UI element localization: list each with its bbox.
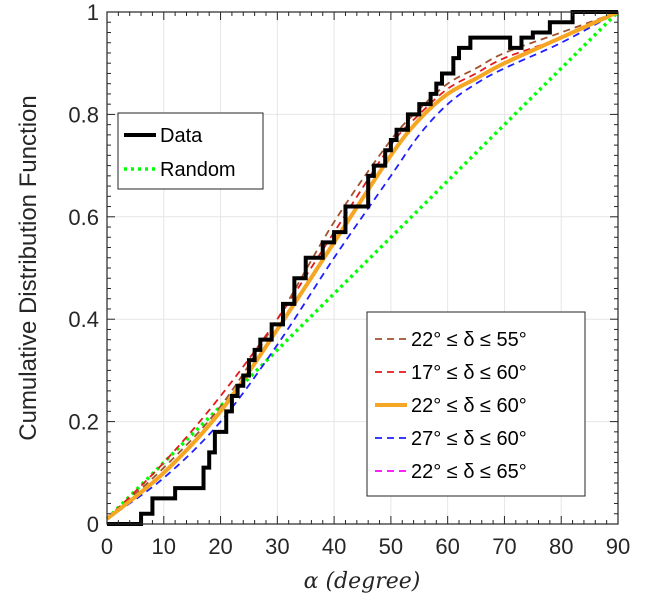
x-tick-label: 90 [606, 534, 630, 559]
x-tick-label: 0 [101, 534, 113, 559]
legend-right-label: 27° ≤ δ ≤ 60° [411, 428, 527, 450]
legend-left-label: Random [160, 159, 236, 181]
y-tick-label: 0.4 [68, 307, 99, 332]
legend-right: 22° ≤ δ ≤ 55° 17° ≤ δ ≤ 60° 22° ≤ δ ≤ 60° 2… [366, 311, 586, 497]
series-line-0 [107, 10, 618, 526]
legend-right-label: 22° ≤ δ ≤ 65° [411, 461, 527, 483]
x-tick-label: 30 [265, 534, 289, 559]
x-tick-label: 10 [152, 534, 176, 559]
y-tick-label: 0.2 [68, 410, 99, 435]
series-line-1 [105, 10, 620, 521]
tick-labels: 0 10 20 30 40 50 60 70 80 90 0 0.2 0.4 0.6 0.8 1 [68, 0, 630, 559]
series-layer [105, 10, 620, 526]
x-tick-label: 50 [379, 534, 403, 559]
x-tick-label: 40 [322, 534, 346, 559]
series-line-5 [106, 11, 619, 520]
y-axis-title: Cumulative Distribution Function [15, 95, 42, 440]
axes-box [106, 11, 619, 525]
axes-layer [106, 11, 619, 525]
y-tick-label: 0 [87, 512, 99, 537]
x-tick-label: 20 [208, 534, 232, 559]
legend-right-label: 22° ≤ δ ≤ 60° [411, 395, 527, 417]
legend-right-label: 17° ≤ δ ≤ 60° [411, 362, 527, 384]
x-axis-title: α (degree) [304, 569, 421, 594]
x-tick-label: 80 [549, 534, 573, 559]
x-tick-label: 60 [435, 534, 459, 559]
legend-left-box [117, 112, 264, 190]
y-tick-label: 1 [87, 0, 99, 25]
y-tick-label: 0.8 [68, 102, 99, 127]
legend-left-label: Data [160, 125, 203, 147]
y-tick-label: 0.6 [68, 205, 99, 230]
legend-right-label: 22° ≤ δ ≤ 55° [411, 329, 527, 351]
series-line-4 [105, 10, 619, 521]
x-tick-label: 70 [492, 534, 516, 559]
legend-left: Data Random [117, 112, 264, 190]
